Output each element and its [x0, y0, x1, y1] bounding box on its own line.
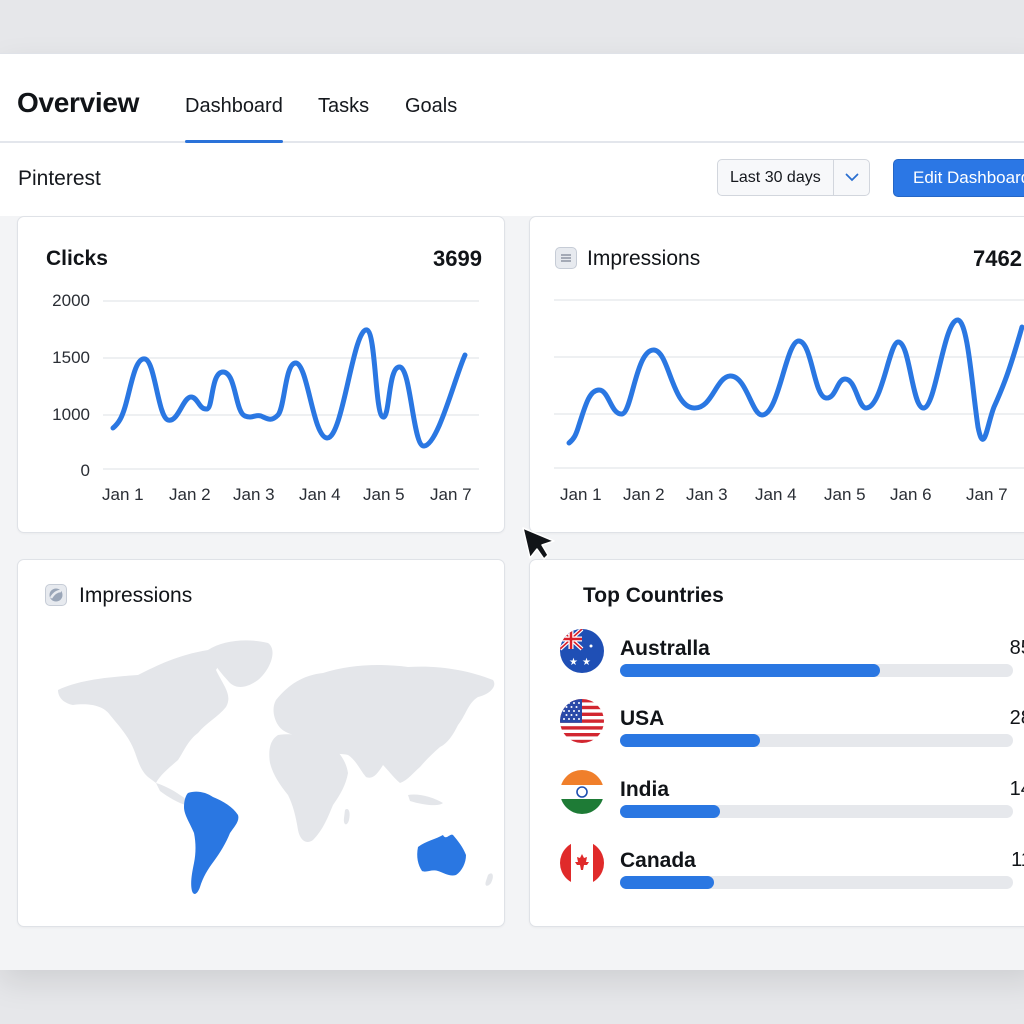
- impressions-title: Impressions: [587, 247, 701, 270]
- mouse-cursor-icon: [522, 527, 555, 560]
- country-row[interactable]: USA 283: [560, 699, 1024, 759]
- clicks-total: 3699: [433, 246, 482, 271]
- x-tick: Jan 5: [363, 485, 405, 504]
- date-range-select[interactable]: Last 30 days: [717, 159, 870, 196]
- country-name: Australla: [620, 637, 710, 660]
- country-name: India: [620, 778, 670, 801]
- edit-dashboard-button[interactable]: Edit Dashboard: [893, 159, 1024, 197]
- map-title: Impressions: [79, 584, 193, 607]
- australia-flag-icon: ★ ★: [560, 629, 604, 673]
- x-tick: Jan 2: [169, 485, 211, 504]
- country-value: 283: [1009, 707, 1024, 729]
- top-countries-title: Top Countries: [583, 584, 724, 607]
- app-title: Overview: [17, 87, 140, 118]
- x-tick: Jan 1: [102, 485, 144, 504]
- date-range-value: Last 30 days: [730, 168, 821, 186]
- y-tick: 0: [80, 461, 90, 480]
- impressions-chart-card: Impressions 7462 Jan 1 Jan 2 Jan 3 Jan 4…: [529, 216, 1024, 533]
- x-tick: Jan 4: [299, 485, 341, 504]
- x-tick: Jan 2: [623, 485, 665, 504]
- country-row[interactable]: Canada 116: [560, 841, 1024, 901]
- svg-text:★: ★: [569, 657, 578, 668]
- country-value: 116: [1011, 849, 1024, 871]
- y-tick: 1000: [52, 405, 90, 424]
- y-tick: 2000: [52, 291, 90, 310]
- country-name: USA: [620, 707, 665, 730]
- x-tick: Jan 7: [966, 485, 1008, 504]
- clicks-card: Clicks 3699 2000 1500 1000 0 Jan 1 Jan 2…: [17, 216, 505, 533]
- country-row[interactable]: India 144: [560, 770, 1024, 830]
- country-value: 853: [1009, 637, 1024, 659]
- x-tick: Jan 4: [755, 485, 797, 504]
- x-tick: Jan 3: [233, 485, 275, 504]
- section-title: Pinterest: [18, 167, 101, 190]
- top-countries-card: Top Countries ★ ★ Australla 853: [529, 559, 1024, 927]
- x-tick: Jan 7: [430, 485, 472, 504]
- list-icon: [555, 247, 577, 269]
- country-bar-track: [620, 876, 1013, 889]
- world-map: [58, 640, 495, 894]
- subheader: Pinterest Last 30 days Edit Dashboard: [0, 143, 1024, 216]
- x-tick: Jan 6: [890, 485, 932, 504]
- country-bar-fill: [620, 805, 720, 818]
- svg-text:★: ★: [582, 657, 591, 668]
- clicks-title: Clicks: [46, 247, 108, 270]
- canada-flag-icon: [560, 841, 604, 885]
- tab-tasks[interactable]: Tasks: [318, 95, 370, 117]
- country-bar-fill: [620, 734, 760, 747]
- impressions-line-chart: [554, 299, 1024, 469]
- country-bar-track: [620, 664, 1013, 677]
- tab-goals[interactable]: Goals: [405, 95, 458, 117]
- country-bar-fill: [620, 876, 714, 889]
- y-tick: 1500: [52, 348, 90, 367]
- clicks-line-chart: [103, 300, 479, 470]
- x-tick: Jan 3: [686, 485, 728, 504]
- country-value: 144: [1009, 778, 1024, 800]
- impressions-total: 7462: [973, 246, 1022, 271]
- x-tick: Jan 5: [824, 485, 866, 504]
- chevron-down-icon[interactable]: [833, 160, 869, 195]
- country-row[interactable]: ★ ★ Australla 853: [560, 629, 1024, 689]
- country-bar-track: [620, 805, 1013, 818]
- tab-dashboard[interactable]: Dashboard: [185, 95, 283, 143]
- country-bar-track: [620, 734, 1013, 747]
- globe-icon: [45, 584, 67, 606]
- top-nav: Overview Dashboard Tasks Goals: [0, 54, 1024, 143]
- x-tick: Jan 1: [560, 485, 602, 504]
- usa-flag-icon: [560, 699, 604, 743]
- app-window: Overview Dashboard Tasks Goals Pinterest…: [0, 53, 1024, 970]
- country-bar-fill: [620, 664, 880, 677]
- impressions-map-card: Impressions: [17, 559, 505, 927]
- country-name: Canada: [620, 849, 696, 872]
- india-flag-icon: [560, 770, 604, 814]
